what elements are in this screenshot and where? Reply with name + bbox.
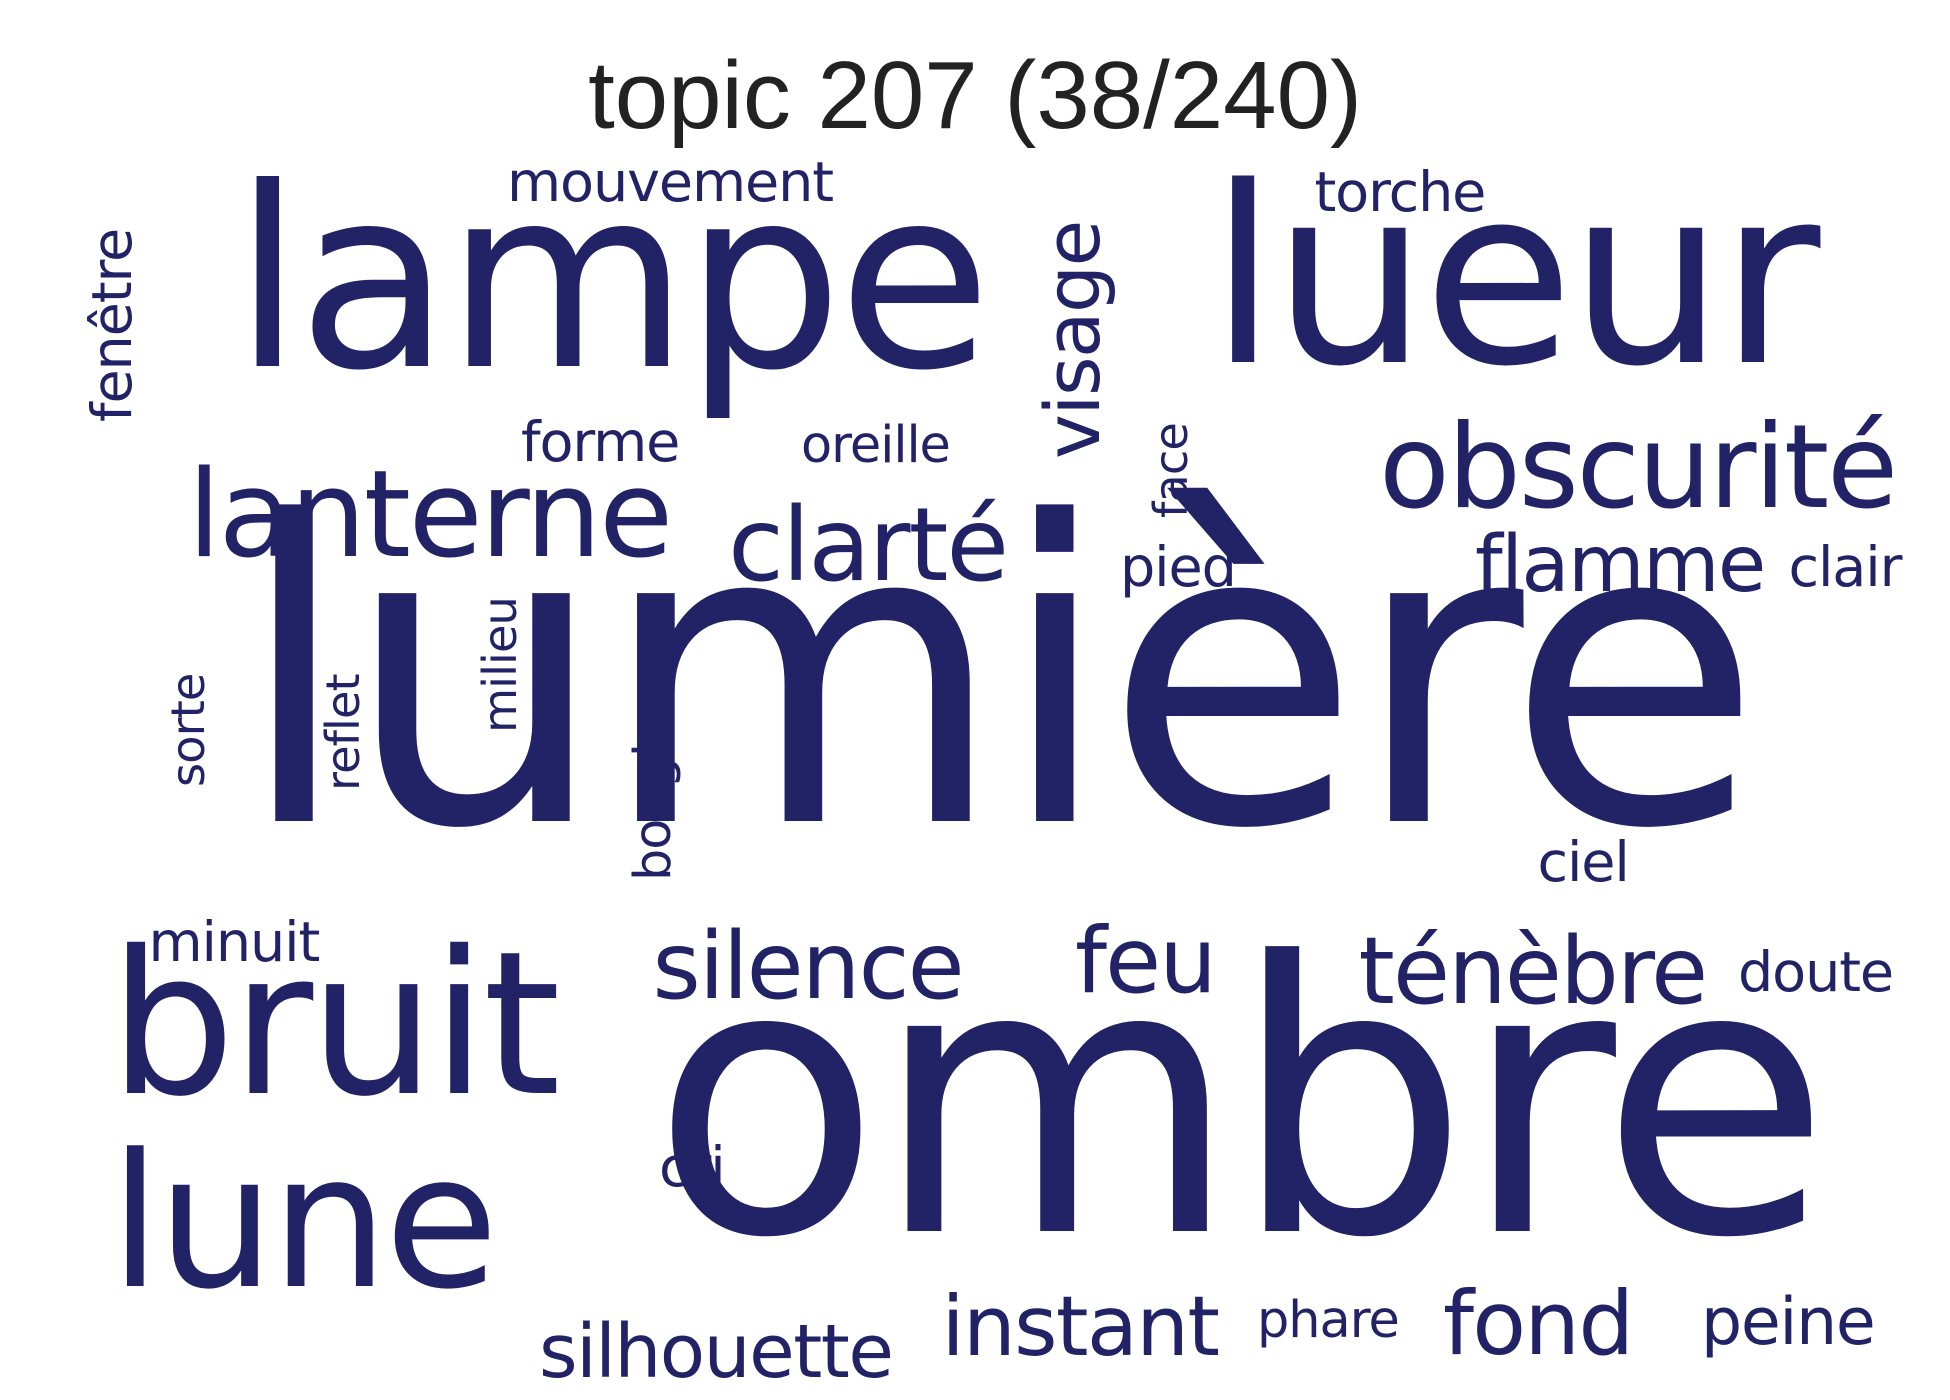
word-minuit: minuit (148, 910, 321, 975)
word-ombre: ombre (651, 884, 1831, 1320)
word-forme: forme (521, 410, 680, 475)
word-flamme: flamme (1475, 518, 1766, 610)
word-fond: fond (1443, 1272, 1634, 1375)
word-lumiere: lumière (236, 435, 1762, 920)
word-mouvement: mouvement (507, 150, 834, 215)
word-visage: visage (1028, 221, 1117, 459)
word-instant: instant (941, 1278, 1220, 1375)
word-fenetre: fenêtre (80, 228, 145, 422)
word-bruit: bruit (109, 908, 561, 1140)
word-silence: silence (652, 912, 965, 1020)
word-tenebre: ténèbre (1358, 917, 1709, 1025)
word-clarte: clarté (728, 486, 1009, 605)
word-torche: torche (1314, 160, 1487, 225)
word-face: face (1144, 422, 1198, 518)
word-clair: clair (1788, 535, 1903, 600)
word-oreille: oreille (801, 415, 951, 475)
word-lanterne: lanterne (187, 445, 674, 585)
word-sorte: sorte (161, 673, 215, 788)
word-lueur: lueur (1209, 134, 1820, 420)
word-phare: phare (1257, 1290, 1400, 1350)
word-reflet: reflet (316, 674, 370, 791)
word-doute: doute (1738, 940, 1894, 1005)
word-milieu: milieu (473, 597, 527, 733)
word-ciel: ciel (1537, 830, 1630, 895)
word-lune: lune (109, 1114, 499, 1330)
word-pied: pied (1120, 535, 1237, 600)
word-silhouette: silhouette (539, 1309, 894, 1395)
word-obscurite: obscurité (1379, 400, 1898, 535)
word-feu: feu (1075, 908, 1217, 1014)
word-lampe: lampe (233, 134, 992, 425)
word-cri: cri (659, 1135, 726, 1200)
word-peine: peine (1701, 1284, 1876, 1360)
cloud-title: topic 207 (38/240) (588, 42, 1362, 149)
word-bougie: bougie (623, 713, 683, 881)
